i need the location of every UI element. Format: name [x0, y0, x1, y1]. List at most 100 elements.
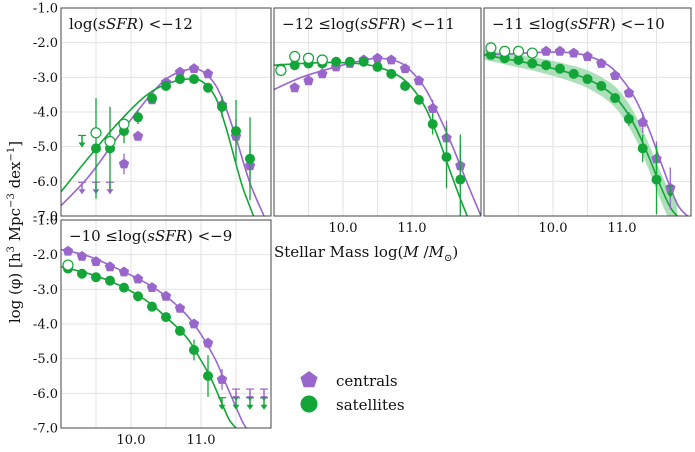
centrals-point	[609, 70, 621, 80]
grid	[274, 7, 481, 217]
satellites-point	[331, 56, 342, 67]
legend: centrals satellites	[300, 371, 405, 414]
panel-title-var: sSFR	[147, 227, 187, 245]
satellites-point	[217, 101, 227, 112]
satellites-open-point	[526, 47, 538, 59]
panel-title-var: sSFR	[98, 15, 138, 33]
centrals-point	[160, 290, 172, 301]
legend-satellites-marker	[300, 395, 318, 413]
satellites-point	[413, 94, 424, 105]
y-tick-label: -5.0	[33, 140, 58, 155]
satellites-point	[161, 81, 171, 91]
satellites-point	[203, 371, 213, 381]
y-label-main: log (φ) [h	[6, 252, 24, 323]
satellites-point	[344, 56, 355, 67]
satellites-open-point	[275, 64, 287, 77]
satellites-point	[189, 74, 199, 85]
satellites-open-point	[302, 52, 315, 64]
satellites-point	[203, 82, 213, 93]
centrals-point	[146, 282, 158, 292]
plot-area	[61, 63, 265, 216]
x-tick-label: 10.0	[329, 221, 358, 236]
satellites-point	[133, 112, 143, 123]
satellites-points	[485, 42, 675, 215]
y-label-sup-1: 3	[6, 246, 17, 252]
satellites-point	[582, 74, 593, 85]
satellites-points	[275, 50, 466, 216]
centrals-point	[554, 45, 566, 56]
satellites-point	[441, 152, 452, 163]
satellites-upper-limit-arrow	[218, 404, 226, 410]
centrals-point	[104, 261, 116, 272]
panel-title-pre: −10 ≤log(	[69, 227, 147, 245]
satellites-point	[289, 60, 300, 71]
satellites-point	[386, 68, 397, 79]
satellites-point	[245, 153, 255, 164]
x-label-close: )	[452, 243, 458, 261]
x-label-m: M	[402, 243, 419, 261]
satellites-open-point	[104, 135, 116, 148]
satellites-point	[91, 272, 101, 283]
panel-frame	[273, 7, 482, 217]
satellites-point	[455, 174, 466, 185]
satellites-point	[91, 143, 101, 154]
satellites-point	[105, 275, 115, 286]
y-label-mid: Mpc	[6, 208, 24, 246]
satellites-point	[147, 93, 157, 104]
x-tick-label: 10.0	[539, 221, 568, 236]
centrals-point	[118, 266, 130, 277]
satellites-open-point	[499, 45, 511, 57]
satellites-point	[651, 174, 662, 185]
centrals-point	[188, 318, 200, 329]
satellites-point	[147, 301, 157, 312]
centrals-point	[596, 58, 607, 68]
satellites-point	[231, 126, 241, 137]
satellites-point	[77, 268, 87, 279]
y-axis-label: log (φ) [h3 Mpc−3 dex−1]	[6, 141, 24, 323]
satellites-upper-limit-arrow	[232, 404, 240, 410]
x-label-slash: /	[419, 243, 430, 261]
satellites-open-point	[289, 50, 301, 63]
panel-title: log(sSFR) <−12	[69, 15, 193, 33]
centrals-point	[62, 245, 74, 256]
satellites-fit-line	[61, 77, 255, 216]
satellites-open-point	[90, 127, 102, 139]
panel-title: −11 ≤log(sSFR) <−10	[492, 15, 665, 33]
satellites-open-point	[118, 118, 130, 130]
centrals-point	[202, 68, 214, 79]
y-tick-label: -1.0	[33, 2, 58, 17]
centrals-point	[90, 256, 102, 266]
satellites-point	[527, 58, 538, 69]
satellites-fit-line	[274, 61, 468, 216]
satellites-points	[78, 74, 255, 201]
y-tick-label: -7.0	[33, 210, 58, 225]
plot-area	[61, 245, 268, 428]
satellites-point	[610, 93, 621, 104]
centrals-point	[413, 75, 425, 86]
centrals-fit-line	[61, 67, 265, 216]
satellites-point	[358, 56, 369, 67]
legend-satellites-label: satellites	[336, 396, 405, 414]
panel-title-post: ) <−9	[187, 227, 232, 245]
satellites-point	[175, 325, 185, 336]
panel-frame	[60, 7, 272, 217]
centrals-point	[386, 54, 397, 65]
centrals-point	[174, 302, 186, 313]
y-label-sup-2: −3	[6, 193, 17, 208]
satellites-upper-limit-arrow	[246, 404, 254, 410]
panel-title-var: sSFR	[360, 15, 400, 33]
y-tick-label: -6.0	[33, 175, 58, 190]
y-tick-label: -3.0	[33, 283, 58, 298]
centrals-point	[202, 337, 214, 348]
plot-area	[274, 50, 481, 216]
satellites-point	[119, 282, 129, 293]
centrals-point	[637, 116, 648, 127]
x-tick-label: 10.0	[117, 433, 146, 448]
centrals-upper-limit-arrow	[106, 189, 114, 195]
panel-title-post: ) <−12	[138, 15, 193, 33]
centrals-point	[317, 68, 328, 79]
centrals-point	[303, 75, 314, 86]
y-tick-label: -2.0	[33, 36, 58, 51]
satellites-point	[596, 81, 607, 91]
satellites-open-point	[62, 259, 74, 271]
